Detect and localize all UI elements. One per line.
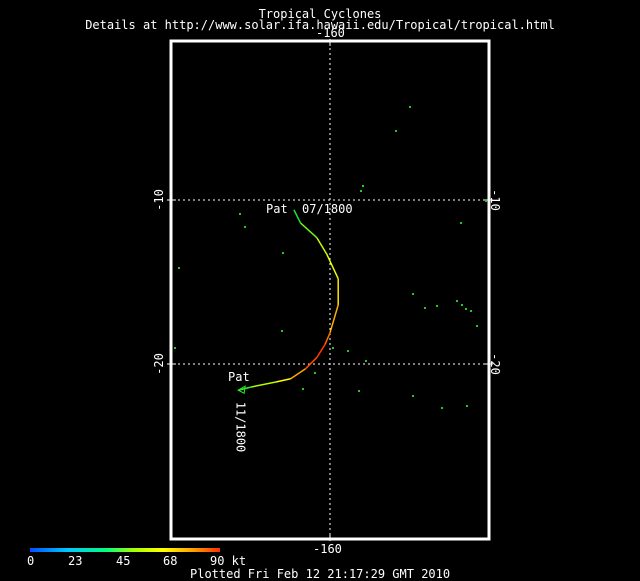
- track-segment: [329, 304, 339, 334]
- cloud-speckle: [360, 190, 362, 192]
- cloud-speckle: [332, 347, 334, 349]
- storm-end-marker-icon: [237, 385, 246, 394]
- storm-time-start: 07/1800: [302, 202, 353, 216]
- lat-label-right-20: -20: [487, 353, 502, 375]
- cloud-speckle: [395, 130, 397, 132]
- lon-label-bottom: -160: [313, 542, 342, 556]
- cloud-speckle: [358, 390, 360, 392]
- lat-label-left-10: -10: [151, 189, 166, 211]
- legend-tick-0: 0: [27, 554, 35, 568]
- legend-tick-45: 45: [116, 554, 131, 568]
- track-segment: [251, 381, 277, 388]
- plotted-timestamp: Plotted Fri Feb 12 21:17:29 GMT 2010: [190, 567, 451, 581]
- cloud-speckle: [347, 350, 349, 352]
- storm-name-end: Pat: [228, 370, 250, 384]
- lon-label-top: -160: [316, 26, 345, 40]
- cloud-speckle: [362, 185, 364, 187]
- cloud-speckle: [424, 307, 426, 309]
- track-segment: [290, 368, 306, 380]
- cloud-speckle: [465, 308, 467, 310]
- storm-track[interactable]: [237, 209, 339, 391]
- cloud-speckle: [461, 304, 463, 306]
- cloud-speckle: [441, 407, 443, 409]
- cloud-speckle: [281, 330, 283, 332]
- cloud-speckle: [314, 372, 316, 374]
- cloud-speckle: [460, 222, 462, 224]
- legend-tick-90: 90 kt: [210, 554, 247, 568]
- details-link[interactable]: Details at http://www.solar.ifa.hawaii.e…: [85, 18, 555, 32]
- cloud-speckle: [436, 305, 438, 307]
- cloud-speckle: [244, 226, 246, 228]
- cloud-speckle: [456, 300, 458, 302]
- cloud-speckle: [412, 395, 414, 397]
- cloud-speckle: [409, 106, 411, 108]
- track-segment: [299, 222, 318, 239]
- cloud-speckle: [365, 360, 367, 362]
- track-segment: [326, 253, 339, 280]
- track-segment: [275, 378, 291, 383]
- storm-time-end: 11/1800: [233, 401, 248, 453]
- legend-tick-23: 23: [68, 554, 83, 568]
- lat-label-left-20: -20: [151, 353, 166, 375]
- cloud-speckle: [476, 325, 478, 327]
- cloud-speckle: [470, 310, 472, 312]
- legend-tick-68: 68: [163, 554, 178, 568]
- cloud-speckle: [174, 347, 176, 349]
- map-title: Tropical Cyclones: [258, 7, 382, 21]
- track-segment: [316, 343, 326, 358]
- track-segment: [324, 332, 331, 345]
- cloud-speckle: [485, 200, 487, 202]
- cloud-speckle: [282, 252, 284, 254]
- cloud-speckle: [239, 213, 241, 215]
- cloud-speckle: [302, 388, 304, 390]
- track-segment: [304, 356, 318, 370]
- cloud-speckles: [174, 106, 487, 409]
- track-segment: [316, 237, 328, 255]
- cloud-speckle: [412, 293, 414, 295]
- storm-name-start: Pat: [266, 202, 288, 216]
- cloud-speckle: [466, 405, 468, 407]
- track-segment: [293, 209, 302, 224]
- lat-label-right-10: -10: [487, 189, 502, 211]
- speed-legend-bar: [30, 548, 220, 552]
- cloud-speckle: [178, 267, 180, 269]
